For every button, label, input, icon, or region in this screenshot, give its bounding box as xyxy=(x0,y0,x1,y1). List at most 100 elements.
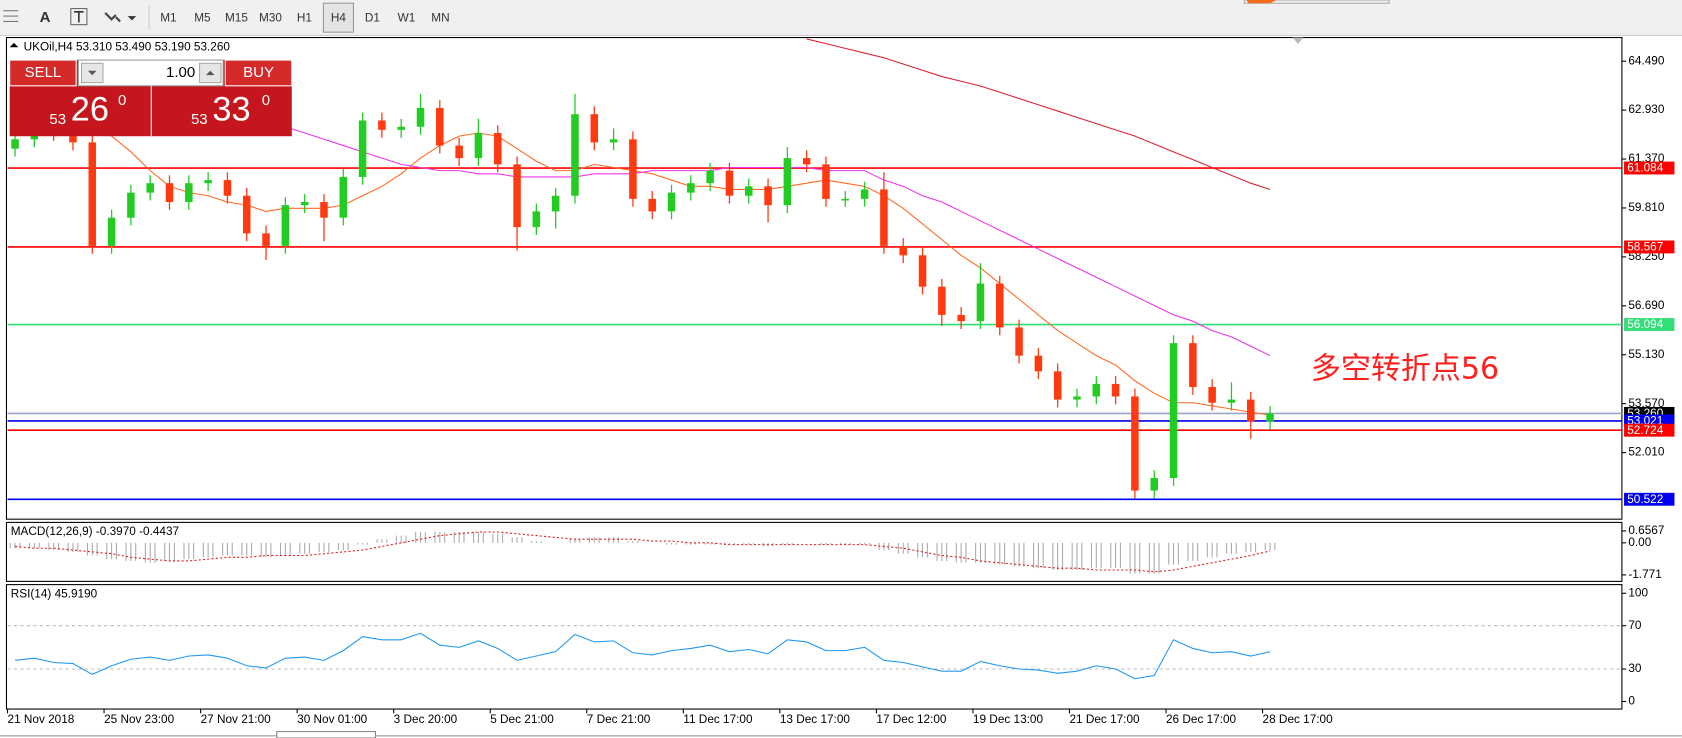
candle-body xyxy=(532,211,541,228)
candle-body xyxy=(783,158,792,206)
level-label-bg xyxy=(1624,423,1675,437)
main-chart-frame xyxy=(5,37,1623,520)
y-tick-label: 0 xyxy=(1628,695,1635,708)
grip-icon xyxy=(3,10,19,22)
candle-body xyxy=(1073,396,1081,400)
candle-body xyxy=(88,142,97,246)
candle-body xyxy=(474,133,483,159)
moving-average xyxy=(285,126,1271,357)
level-label: 56.094 xyxy=(1627,318,1663,331)
candle-body xyxy=(609,139,618,143)
candle-body xyxy=(629,139,637,199)
annotation: 多空转折点56 xyxy=(1311,352,1499,387)
x-tick-label: 5 Dec 21:00 xyxy=(490,713,554,726)
candle-body xyxy=(976,283,985,322)
level-label-bg xyxy=(1624,161,1675,175)
timeframe-button[interactable]: M5 xyxy=(194,11,211,24)
candle-body xyxy=(223,180,232,196)
candle-body xyxy=(687,183,695,193)
candle-body xyxy=(860,189,869,199)
x-tick-label: 7 Dec 21:00 xyxy=(587,713,651,726)
candle-body xyxy=(667,192,676,212)
time-axis: 21 Nov 2018 25 Nov 23:00 27 Nov 21:00 30 No… xyxy=(6,709,1334,726)
timeframe-button[interactable]: H4 xyxy=(331,11,347,24)
x-tick-label: 28 Dec 17:00 xyxy=(1263,713,1334,726)
active-timeframe[interactable] xyxy=(322,2,355,33)
candle-body xyxy=(455,145,463,159)
candle-body xyxy=(165,183,174,203)
candle-body xyxy=(320,202,328,218)
candle-body xyxy=(1131,396,1139,491)
y-tick-label: -1.771 xyxy=(1628,568,1661,581)
x-tick-label: 26 Dec 17:00 xyxy=(1166,713,1237,726)
label-tool[interactable] xyxy=(70,8,88,26)
collapse-icon[interactable] xyxy=(9,42,19,48)
candle-body xyxy=(1053,371,1062,400)
y-tick-label: 64.490 xyxy=(1628,54,1664,67)
timeframes: M1 M5 M15 M30 H1 H4 D1 W1 MN xyxy=(160,2,450,33)
y-tick-label: 30 xyxy=(1628,662,1642,675)
y-tick-label: 0.00 xyxy=(1628,536,1651,549)
timeframe-button[interactable]: MN xyxy=(431,11,449,24)
timeframe-button[interactable]: H1 xyxy=(297,11,312,24)
moving-average xyxy=(806,38,1271,190)
candle-body xyxy=(880,189,888,246)
candle-body xyxy=(300,202,309,206)
volume-down-arrow xyxy=(87,70,97,76)
sell-price-big: 53 xyxy=(49,111,66,128)
x-tick-label: 21 Nov 2018 xyxy=(8,713,75,726)
macd-label: MACD(12,26,9) -0.3970 -0.4437 xyxy=(11,525,179,538)
candle-body xyxy=(127,192,135,218)
timeframe-button[interactable]: M1 xyxy=(160,11,176,24)
y-tick-label: 53.570 xyxy=(1628,397,1664,410)
chart-tab[interactable] xyxy=(276,731,376,738)
candle-body xyxy=(416,107,425,127)
candle-body xyxy=(841,198,850,201)
buy-button[interactable] xyxy=(224,59,293,87)
candle-body xyxy=(513,164,521,228)
candle-body xyxy=(1169,343,1178,478)
candle-body xyxy=(802,158,811,165)
dropdown[interactable] xyxy=(127,16,137,21)
candle-body xyxy=(69,133,77,143)
candle-body xyxy=(706,170,714,184)
x-tick-label: 21 Dec 17:00 xyxy=(1069,713,1140,726)
candle-body xyxy=(764,186,772,206)
timeframe-button[interactable]: W1 xyxy=(398,11,416,24)
y-tick-label: 52.010 xyxy=(1628,446,1664,459)
text-tool[interactable]: A xyxy=(40,9,51,26)
sell-price-main: 26 xyxy=(71,91,109,129)
arrow-tool[interactable] xyxy=(104,12,121,23)
candle-body xyxy=(648,198,656,212)
candle-body xyxy=(744,186,753,196)
toolbar: A M1 M5 M15 M30 H1 H4 D1 W1 MN xyxy=(0,0,1682,36)
candle-body xyxy=(262,233,270,246)
candle-body xyxy=(918,255,927,287)
y-tick-label: 100 xyxy=(1628,586,1648,599)
level-label: 58.567 xyxy=(1627,241,1663,254)
x-tick-label: 13 Dec 17:00 xyxy=(780,713,851,726)
sell-price-sup: 0 xyxy=(118,92,126,109)
candle-body xyxy=(938,286,946,315)
candle-body xyxy=(1150,477,1158,491)
candle-body xyxy=(996,283,1004,328)
candle-body xyxy=(436,107,444,146)
sell-button[interactable] xyxy=(9,59,77,87)
candle-body xyxy=(204,180,212,184)
rsi-label: RSI(14) 45.9190 xyxy=(11,587,98,600)
candle-body xyxy=(358,120,367,177)
candle-body xyxy=(11,139,19,149)
candle-body xyxy=(590,114,599,143)
candle-body xyxy=(1208,387,1216,403)
y-tick-label: 0.6567 xyxy=(1628,524,1664,537)
candle-body xyxy=(107,217,116,246)
candle-body xyxy=(397,126,405,130)
level-label: 52.724 xyxy=(1627,424,1663,437)
timeframe-button[interactable]: M30 xyxy=(259,11,282,24)
candle-body xyxy=(1015,327,1023,356)
level-label: 50.522 xyxy=(1627,493,1663,506)
timeframe-button[interactable]: D1 xyxy=(365,11,380,24)
timeframe-button[interactable]: M15 xyxy=(225,11,248,24)
volume: 1.00 xyxy=(166,64,195,81)
candle-body xyxy=(1111,383,1120,397)
